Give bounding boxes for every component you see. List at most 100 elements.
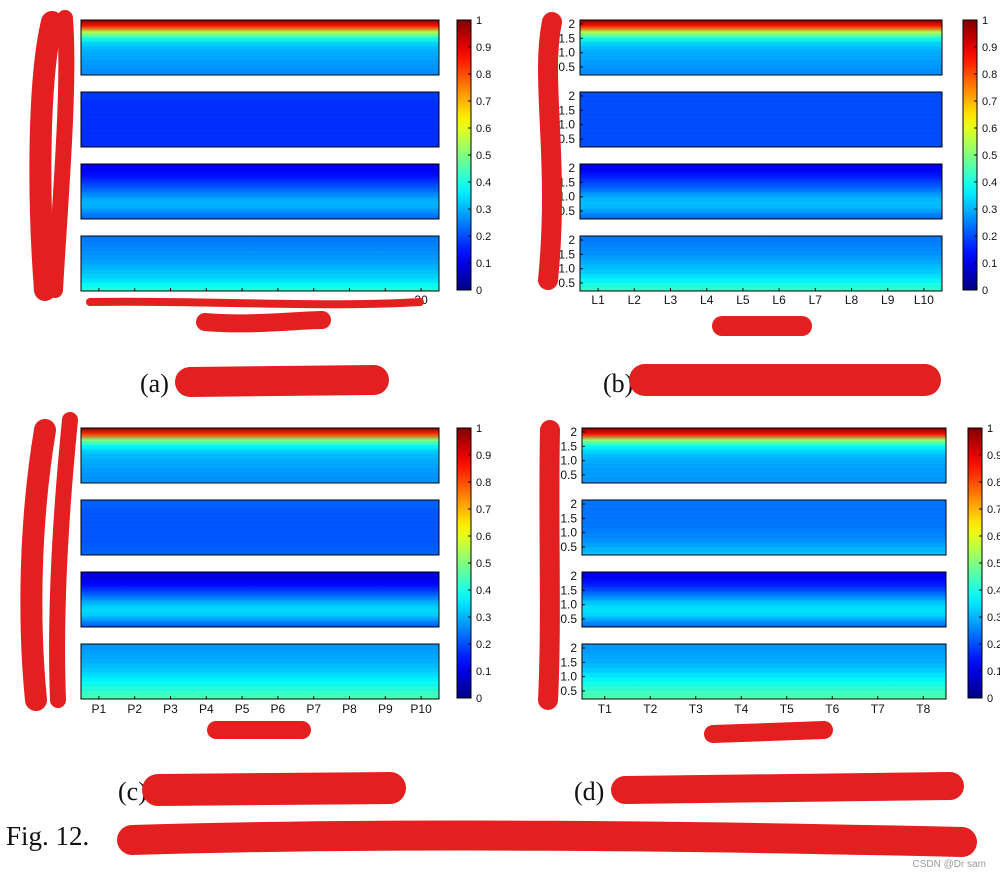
heatmap-panel xyxy=(80,19,440,76)
subfigure-label: (a) xyxy=(140,369,169,398)
colorbar-tick-label: 0 xyxy=(982,285,988,297)
heatmap-band xyxy=(579,235,943,292)
chart-b: 21.51.00.521.51.00.521.51.00.521.51.00.5… xyxy=(558,15,997,398)
redaction-stroke xyxy=(20,419,56,711)
y-tick-label: 0.5 xyxy=(558,60,575,74)
y-tick-label: 0.5 xyxy=(560,612,577,626)
watermark: CSDN @Dr sam xyxy=(912,859,987,870)
heatmap-band xyxy=(581,499,947,556)
colorbar-tick-label: 0.8 xyxy=(987,477,1000,489)
x-tick-label: P5 xyxy=(235,702,250,716)
x-tick-label: P4 xyxy=(199,702,214,716)
figure-caption: Fig. 12. xyxy=(6,821,89,851)
heatmap-panel: 21.51.00.5 xyxy=(558,89,943,148)
subfigure-label: (c) xyxy=(118,777,147,806)
x-tick-label: P6 xyxy=(271,702,286,716)
colorbar-tick-label: 0.3 xyxy=(987,612,1000,624)
heatmap-panel: 21.51.00.5 xyxy=(560,569,947,628)
heatmap-band xyxy=(80,643,440,700)
redaction-stroke xyxy=(47,10,75,298)
heatmap-panel xyxy=(80,163,440,220)
x-tick-label: P8 xyxy=(342,702,357,716)
y-tick-label: 0.5 xyxy=(558,204,575,218)
heatmap-band xyxy=(579,19,943,76)
y-tick-label: 1.5 xyxy=(560,511,577,525)
heatmap-band xyxy=(581,571,947,628)
y-tick-label: 1.0 xyxy=(560,526,577,540)
redaction-stroke xyxy=(49,412,78,708)
x-tick-label: L2 xyxy=(628,293,642,307)
colorbar-tick-label: 0.6 xyxy=(476,531,491,543)
y-tick-label: 1.0 xyxy=(558,262,575,276)
chart-d: 21.51.00.521.51.00.521.51.00.521.51.00.5… xyxy=(560,423,1000,806)
colorbar-tick-label: 0.4 xyxy=(982,177,997,189)
heatmap-panel: 21.51.00.5 xyxy=(560,641,947,700)
x-tick-label: L3 xyxy=(664,293,678,307)
colorbar-tick-label: 0.2 xyxy=(982,231,997,243)
colorbar-tick-label: 0.2 xyxy=(987,639,1000,651)
x-tick-label: L5 xyxy=(736,293,750,307)
redaction-stroke xyxy=(29,11,63,301)
y-tick-label: 0.5 xyxy=(560,684,577,698)
y-tick-label: 1.5 xyxy=(558,31,575,45)
x-tick-label: P9 xyxy=(378,702,393,716)
heatmap-band xyxy=(80,427,440,484)
colorbar-tick-label: 0.2 xyxy=(476,231,491,243)
colorbar-tick-label: 0 xyxy=(476,693,482,705)
colorbar-tick-label: 0.9 xyxy=(987,450,1000,462)
heatmap-panel xyxy=(80,235,440,292)
y-tick-label: 1.0 xyxy=(560,454,577,468)
y-tick-label: 1.0 xyxy=(558,46,575,60)
x-tick-label: T8 xyxy=(916,702,930,716)
heatmap-band xyxy=(80,19,440,76)
colorbar-tick-label: 0.1 xyxy=(982,258,997,270)
colorbar-tick-label: 0.3 xyxy=(476,204,491,216)
heatmap-panel xyxy=(80,643,440,700)
colorbar-tick-label: 0.7 xyxy=(476,96,491,108)
colorbar-tick-label: 1 xyxy=(987,423,993,435)
redaction-stroke xyxy=(538,12,562,290)
heatmap-band xyxy=(80,499,440,556)
colorbar-tick-label: 0.1 xyxy=(987,666,1000,678)
heatmap-panel: 21.51.00.5 xyxy=(558,17,943,76)
x-tick-label: L4 xyxy=(700,293,714,307)
colorbar-tick-label: 0.4 xyxy=(476,585,491,597)
colorbar-tick-label: 0.6 xyxy=(987,531,1000,543)
colorbar-tick-label: 0.7 xyxy=(476,504,491,516)
colorbar-tick-label: 1 xyxy=(476,15,482,27)
colorbar-tick-label: 0.8 xyxy=(982,69,997,81)
redaction-stroke xyxy=(538,420,560,710)
colorbar-tick-label: 0.6 xyxy=(982,123,997,135)
colorbar-tick-label: 1 xyxy=(982,15,988,27)
chart-c: P1 P2 P3 P4 P5 P6 P7 P8 P9 P10 0 0.1 0.2 0.3 0.4 0.5 0.6… xyxy=(80,423,491,806)
x-tick-label: P3 xyxy=(163,702,178,716)
y-tick-label: 1.5 xyxy=(558,175,575,189)
redaction-stroke xyxy=(196,311,331,333)
x-tick-label: T7 xyxy=(871,702,885,716)
colorbar-tick-label: 0.6 xyxy=(476,123,491,135)
colorbar-tick-label: 0.5 xyxy=(982,150,997,162)
y-tick-label: 1.5 xyxy=(560,439,577,453)
x-tick-label: L8 xyxy=(845,293,859,307)
x-tick-label: T2 xyxy=(643,702,657,716)
colorbar-tick-label: 0.2 xyxy=(476,639,491,651)
colorbar-tick-label: 0.3 xyxy=(982,204,997,216)
x-tick-label: L1 xyxy=(591,293,605,307)
heatmap-band xyxy=(80,163,440,220)
colorbar-tick-label: 0.4 xyxy=(987,585,1000,597)
colorbar-tick-label: 0.9 xyxy=(476,450,491,462)
heatmap-band xyxy=(579,91,943,148)
colorbar-tick-label: 0.4 xyxy=(476,177,491,189)
x-tick-label: T1 xyxy=(598,702,612,716)
y-tick-label: 2 xyxy=(570,497,577,511)
x-tick-label: T3 xyxy=(689,702,703,716)
x-tick-label: P7 xyxy=(306,702,321,716)
y-tick-label: 1.0 xyxy=(558,118,575,132)
y-tick-label: 1.0 xyxy=(560,670,577,684)
redaction-stroke xyxy=(704,721,833,743)
y-tick-label: 1.5 xyxy=(558,247,575,261)
y-tick-label: 0.5 xyxy=(558,276,575,290)
y-tick-label: 0.5 xyxy=(560,540,577,554)
colorbar-tick-label: 0.7 xyxy=(987,504,1000,516)
heatmap-band xyxy=(80,571,440,628)
